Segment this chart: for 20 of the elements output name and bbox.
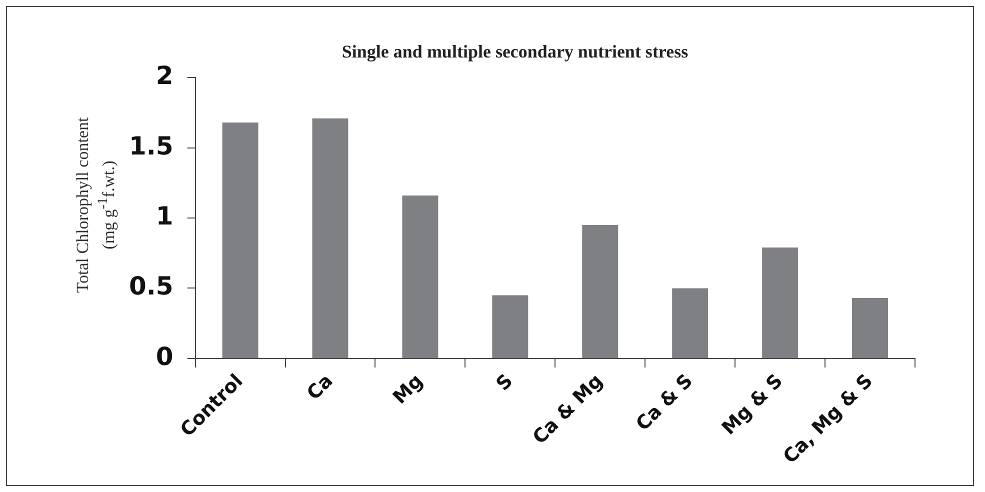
x-tick-label: S [492,370,518,396]
y-tick-label: 2 [156,61,174,90]
y-tick-label: 0.5 [128,272,174,301]
bar [852,298,888,358]
x-tick-label: Mg [388,370,428,409]
x-tick-label: Ca & S [632,370,698,436]
bar [672,288,708,358]
y-tick-label: 0 [156,342,174,371]
bar [762,248,798,358]
x-tick-label: Ca & Mg [528,370,608,449]
bar [222,122,258,358]
bar [402,196,438,358]
bar [582,225,618,358]
y-tick-label: 1.5 [128,131,174,160]
bar [312,118,348,358]
bar [492,295,528,358]
x-tick-label: Ca [302,370,338,404]
chart-title: Single and multiple secondary nutrient stress [342,41,688,62]
y-tick-label: 1 [156,202,174,231]
x-tick-label: Mg & S [718,370,788,440]
